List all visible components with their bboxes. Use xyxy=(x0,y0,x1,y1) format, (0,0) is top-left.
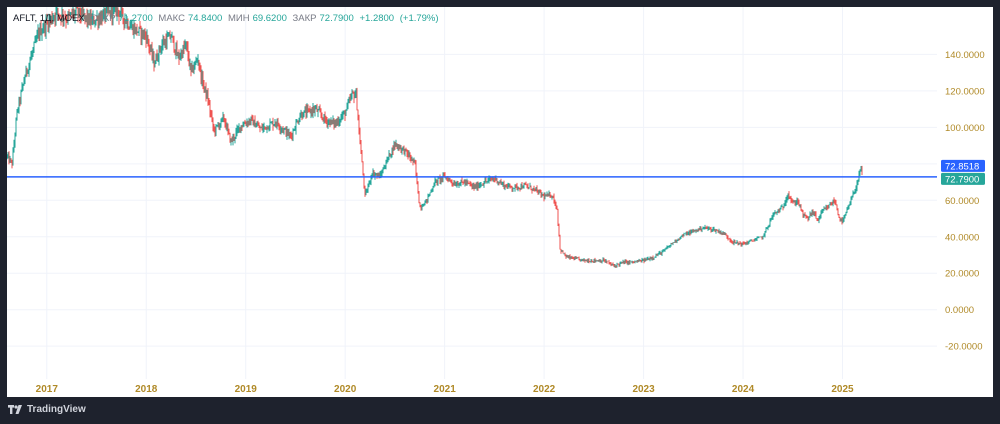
x-tick-label: 2020 xyxy=(334,384,357,395)
y-tick-label: 120.0000 xyxy=(945,86,985,97)
legend-high-label: МАКС xyxy=(158,13,185,24)
horizontal-line-value: 72.8518 xyxy=(945,161,979,172)
price-chart[interactable]: -20.00000.000020.000040.000060.000080.00… xyxy=(7,7,993,397)
y-tick-label: 100.0000 xyxy=(945,123,985,134)
candle-series xyxy=(7,7,863,268)
y-tick-label: 60.0000 xyxy=(945,196,979,207)
legend-change-value: +1.2800 xyxy=(359,13,395,24)
ohlc-legend: AFLT, 1Д, MOEX ОТКР 71.2700 МАКС 74.8400 М… xyxy=(13,13,442,24)
chart-frame[interactable]: -20.00000.000020.000040.000060.000080.00… xyxy=(7,7,993,397)
last-price-tag xyxy=(941,172,985,185)
legend-low-label: МИН xyxy=(227,13,250,24)
horizontal-line-label: 72.8518 xyxy=(941,159,985,172)
legend-symbol[interactable]: AFLT, 1Д, MOEX xyxy=(13,13,85,24)
x-tick-label: 2023 xyxy=(632,384,655,395)
x-tick-label: 2019 xyxy=(235,384,258,395)
legend-high-value: 74.8400 xyxy=(187,13,223,24)
last-price-value: 72.7900 xyxy=(945,174,979,185)
x-tick-label: 2017 xyxy=(36,384,59,395)
x-tick-label: 2025 xyxy=(831,384,854,395)
horizontal-line-tag xyxy=(941,159,985,172)
grid xyxy=(7,7,937,379)
legend-close-value: 72.7900 xyxy=(319,13,354,24)
tradingview-logo-text: TradingView xyxy=(27,404,86,415)
legend-low-value: 69.6200 xyxy=(252,13,287,24)
y-tick-label: 20.0000 xyxy=(945,269,979,280)
y-tick-label: 40.0000 xyxy=(945,232,979,243)
legend-close-label: ЗАКР xyxy=(292,13,317,24)
x-tick-label: 2018 xyxy=(135,384,158,395)
legend-open-label: ОТКР xyxy=(90,13,116,24)
x-tick-label: 2021 xyxy=(434,384,457,395)
time-axis[interactable]: 2017 2018 2019 2020 2021 2022 2023 2024 2025 xyxy=(36,384,854,395)
y-tick-label: 140.0000 xyxy=(945,50,985,61)
x-tick-label: 2024 xyxy=(732,384,755,395)
x-tick-label: 2022 xyxy=(533,384,556,395)
y-tick-label: -20.0000 xyxy=(945,342,983,353)
price-axis[interactable]: -20.00000.000020.000040.000060.000080.00… xyxy=(945,50,985,353)
legend-change-percent: (+1.79%) xyxy=(399,13,439,24)
tradingview-branding[interactable]: TradingView xyxy=(8,404,86,415)
tradingview-logo-icon xyxy=(8,404,22,414)
legend-open-value: 71.2700 xyxy=(118,13,153,24)
last-price-label: 72.7900 xyxy=(941,172,985,185)
y-tick-label: 0.0000 xyxy=(945,305,974,316)
